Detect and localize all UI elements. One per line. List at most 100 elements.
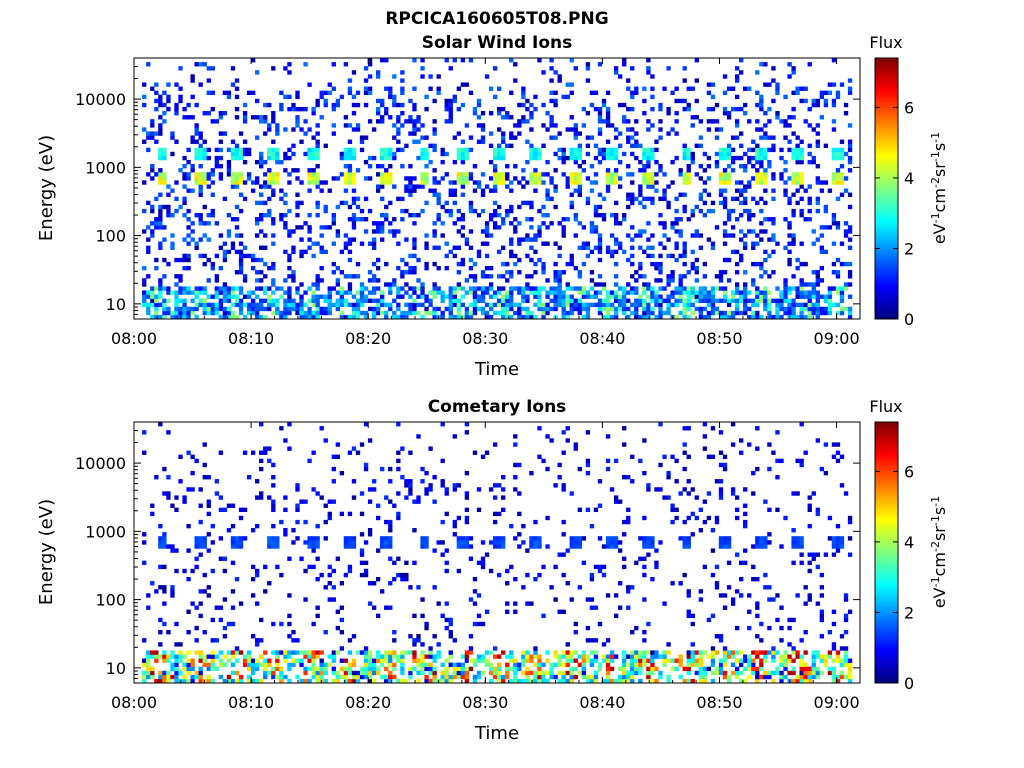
spectrogram-cell [142, 180, 147, 185]
spectrogram-cell [807, 196, 812, 202]
spectrogram-cell [404, 302, 409, 308]
spectrogram-cell [819, 90, 824, 96]
spectrogram-cell [396, 450, 401, 455]
spectrogram-cell [271, 674, 276, 680]
spectrogram-cell [650, 536, 655, 541]
spectrogram-cell [686, 593, 691, 598]
spectrogram-cell [722, 593, 728, 598]
spectrogram-cell [755, 426, 760, 431]
spectrogram-cell [622, 286, 627, 291]
spectrogram-cell [823, 225, 829, 230]
spectrogram-cell [638, 298, 643, 303]
spectrogram-cell [299, 658, 304, 663]
spectrogram-cell [460, 151, 466, 157]
spectrogram-cell [376, 515, 381, 521]
spectrogram-cell [642, 176, 647, 181]
spectrogram-cell [202, 233, 207, 238]
spectrogram-cell [476, 507, 482, 513]
spectrogram-cell [763, 499, 768, 504]
spectrogram-cell [698, 245, 703, 250]
spectrogram-cell [767, 253, 772, 259]
spectrogram-cell [388, 172, 393, 177]
spectrogram-cell [444, 98, 449, 104]
spectrogram-cell [569, 536, 574, 541]
spectrogram-cell [158, 221, 163, 226]
spectrogram-cell [214, 274, 219, 279]
spectrogram-cell [198, 155, 203, 161]
spectrogram-cell [380, 658, 385, 663]
spectrogram-cell [202, 302, 207, 308]
spectrogram-cell [428, 74, 433, 79]
spectrogram-cell [698, 314, 703, 320]
spectrogram-cell [452, 135, 457, 140]
spectrogram-cell [174, 290, 179, 295]
spectrogram-cell [529, 257, 534, 263]
spectrogram-cell [335, 298, 340, 303]
spectrogram-cell [662, 172, 667, 177]
spectrogram-cell [581, 286, 587, 291]
spectrogram-cell [726, 176, 732, 181]
spectrogram-cell [730, 487, 736, 492]
spectrogram-cell [759, 151, 764, 157]
spectrogram-cell [384, 217, 389, 222]
spectrogram-cell [815, 139, 820, 144]
spectrogram-cell [376, 613, 381, 619]
spectrogram-cell [371, 274, 377, 279]
spectrogram-cell [569, 540, 574, 545]
spectrogram-cell [327, 515, 332, 521]
spectrogram-cell [198, 601, 203, 606]
spectrogram-cell [605, 155, 611, 161]
spectrogram-cell [730, 86, 736, 91]
spectrogram-cell [577, 662, 582, 667]
y-tick-label: 10000 [75, 90, 126, 109]
spectrogram-cell [799, 196, 804, 202]
spectrogram-cell [222, 90, 228, 96]
spectrogram-cell [569, 90, 574, 96]
spectrogram-cell [230, 241, 236, 246]
spectrogram-cell [287, 666, 292, 672]
spectrogram-cell [388, 536, 393, 541]
spectrogram-cell [154, 172, 159, 177]
spectrogram-cell [545, 290, 550, 295]
spectrogram-cell [755, 446, 760, 451]
spectrogram-cell [291, 298, 296, 303]
spectrogram-cell [642, 111, 647, 116]
spectrogram-cell [404, 282, 409, 287]
spectrogram-cell [355, 306, 361, 312]
spectrogram-cell [698, 306, 703, 312]
spectrogram-cell [618, 241, 623, 246]
spectrogram-cell [501, 147, 506, 153]
spectrogram-cell [206, 306, 211, 312]
spectrogram-cell [686, 270, 691, 275]
spectrogram-cell [589, 576, 595, 582]
spectrogram-cell [739, 188, 744, 193]
spectrogram-cell [767, 82, 772, 87]
spectrogram-cell [501, 245, 506, 250]
spectrogram-cell [444, 253, 449, 259]
spectrogram-cell [642, 229, 647, 234]
spectrogram-cell [492, 225, 498, 230]
spectrogram-cell [831, 270, 837, 275]
spectrogram-cell [698, 143, 703, 149]
spectrogram-cell [492, 168, 498, 173]
spectrogram-cell [831, 82, 837, 87]
spectrogram-cell [230, 670, 236, 676]
spectrogram-cell [376, 257, 381, 263]
spectrogram-cell [658, 294, 663, 299]
spectrogram-cell [376, 111, 381, 116]
spectrogram-cell [722, 168, 728, 173]
spectrogram-cell [484, 609, 490, 614]
spectrogram-cell [464, 422, 470, 427]
spectrogram-cell [529, 237, 534, 242]
spectrogram-cell [686, 678, 691, 684]
spectrogram-cell [376, 106, 381, 112]
spectrogram-cell [847, 225, 853, 230]
spectrogram-cell [194, 155, 199, 161]
spectrogram-cell [638, 314, 643, 320]
spectrogram-cell [311, 302, 316, 308]
spectrogram-cell [234, 536, 240, 541]
spectrogram-cell [238, 257, 244, 263]
spectrogram-cell [702, 274, 708, 279]
spectrogram-cell [557, 294, 562, 299]
spectrogram-cell [307, 176, 312, 181]
